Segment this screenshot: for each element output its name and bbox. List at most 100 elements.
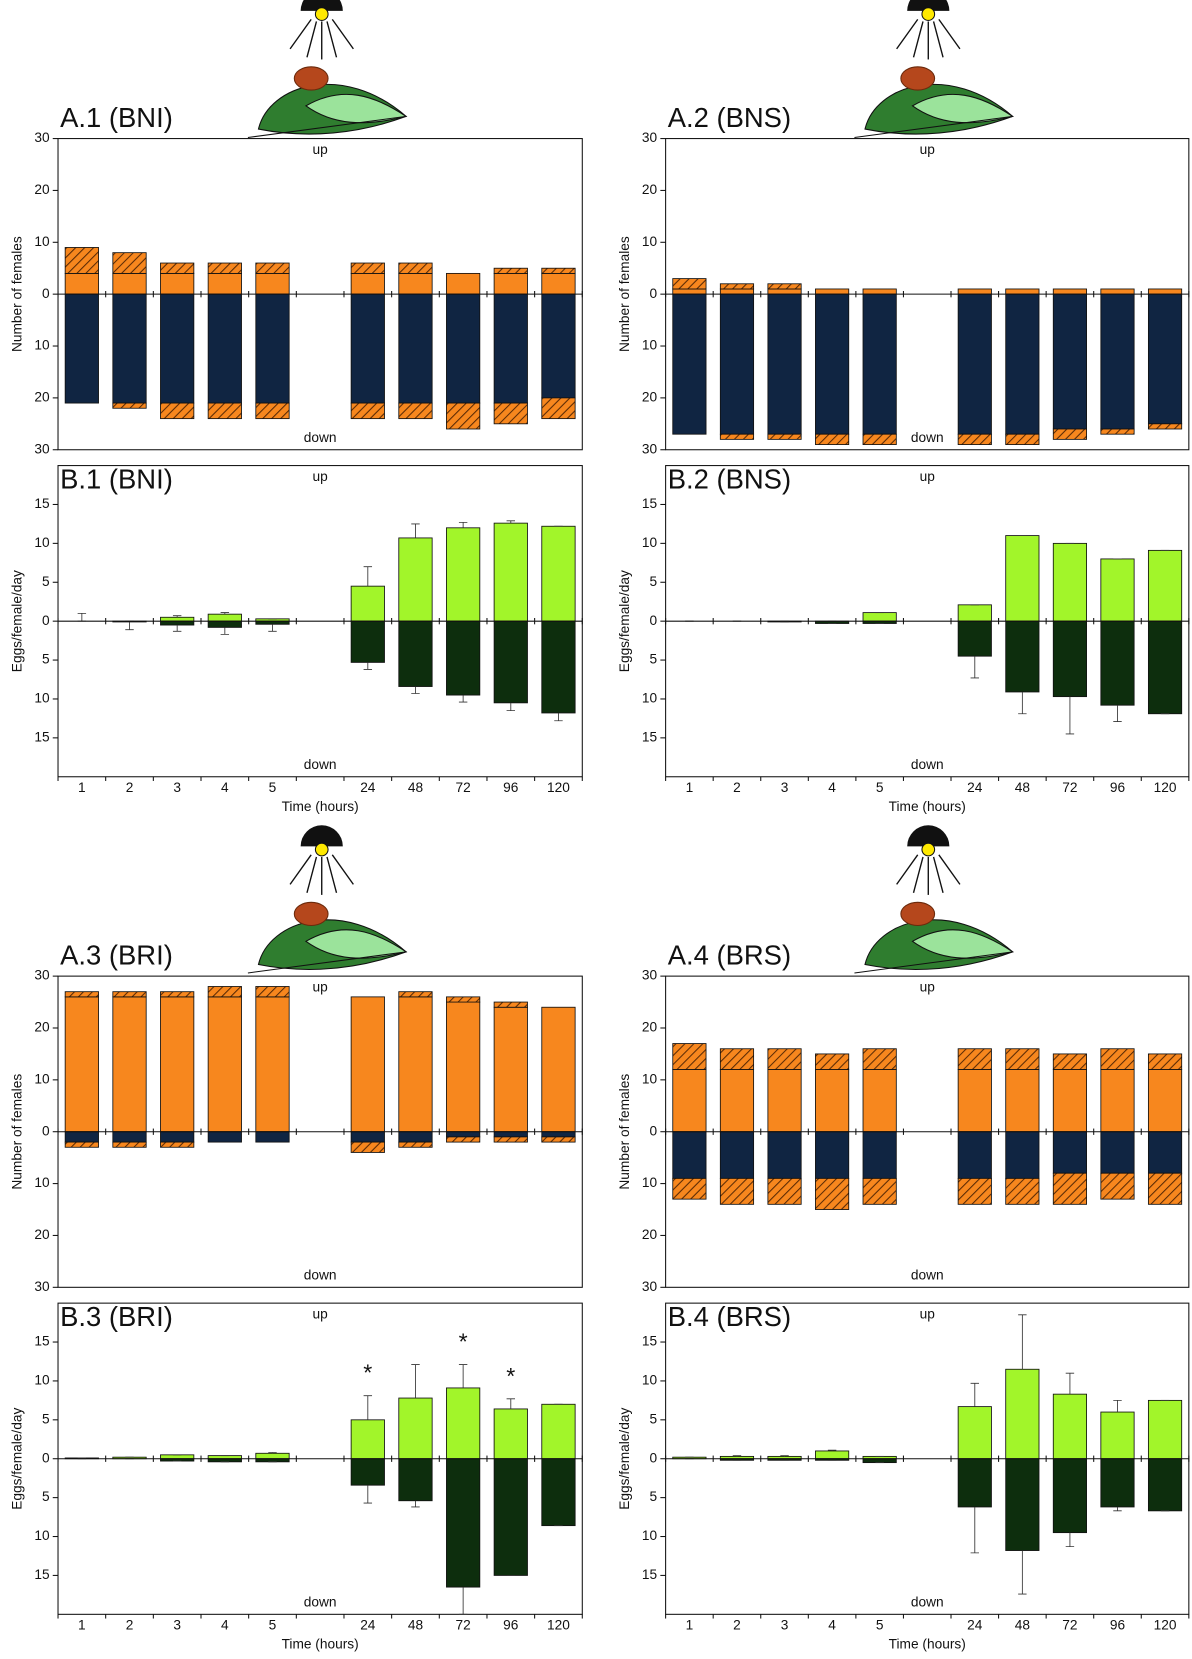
error-bar	[1065, 1372, 1075, 1395]
bar	[862, 1069, 897, 1133]
bar	[112, 1131, 147, 1143]
panel: B.3 (BRI) updownEggs/female/day1510505101…	[10, 1301, 583, 1652]
down-label: down	[304, 1594, 337, 1609]
bar	[350, 293, 385, 404]
error-bar	[506, 1398, 516, 1409]
bar	[767, 293, 802, 435]
y-tick-label: 20	[642, 1020, 658, 1035]
bar	[719, 288, 755, 295]
error-bar	[1113, 1506, 1122, 1512]
bar	[541, 1131, 576, 1138]
bar	[767, 288, 802, 295]
bar	[1005, 1048, 1040, 1070]
bar	[957, 1458, 992, 1508]
y-tick-label: 5	[42, 652, 50, 667]
bar	[767, 1131, 802, 1179]
bar	[112, 1141, 147, 1148]
bar	[1052, 1131, 1087, 1174]
bar	[957, 1048, 992, 1070]
y-tick-label: 0	[42, 1123, 50, 1138]
y-tick-label: 10	[34, 535, 50, 550]
x-tick-label: 24	[967, 1618, 983, 1633]
bar	[672, 288, 707, 295]
bar	[446, 1458, 481, 1588]
bar	[350, 620, 385, 663]
y-tick-label: 5	[42, 574, 50, 589]
bar	[446, 996, 481, 1003]
y-tick-label: 15	[34, 496, 50, 511]
x-tick-label: 3	[781, 1618, 789, 1633]
light-leaf-icon	[247, 0, 407, 139]
bar	[719, 1177, 755, 1205]
x-tick-label: 3	[781, 780, 789, 795]
error-bar	[77, 612, 87, 622]
y-tick-label: 15	[642, 729, 658, 744]
bar	[446, 620, 481, 696]
x-tick-label: 96	[503, 1618, 519, 1633]
bar	[767, 1177, 802, 1205]
y-tick-label: 20	[34, 182, 50, 197]
error-bar	[363, 1485, 373, 1504]
x-tick-label: 5	[269, 1618, 277, 1633]
up-label: up	[313, 1306, 329, 1321]
y-axis-label: Eggs/female/day	[617, 570, 632, 672]
error-bar	[411, 1364, 420, 1399]
bar	[1052, 620, 1087, 698]
bar	[160, 272, 195, 295]
bar	[1052, 288, 1087, 295]
bar	[541, 1006, 576, 1133]
error-bar	[220, 627, 230, 635]
significance-mark: *	[506, 1363, 515, 1389]
bar	[1100, 293, 1135, 430]
x-tick-label: 1	[78, 1618, 86, 1633]
bar	[493, 522, 528, 622]
bar	[1100, 620, 1135, 706]
error-bar	[363, 662, 373, 670]
bar	[64, 1131, 99, 1143]
light-leaf-icon	[853, 0, 1014, 139]
x-tick-label: 1	[686, 1618, 694, 1633]
bar	[862, 1458, 897, 1464]
panel-title: B.2 (BNS)	[668, 464, 791, 495]
y-axis-label: Number of females	[10, 236, 25, 352]
bar	[1147, 423, 1183, 430]
bar	[160, 620, 195, 626]
bar	[1100, 558, 1135, 622]
bar	[957, 1406, 992, 1460]
x-tick-label: 4	[828, 1618, 836, 1633]
x-axis-label: Time (hours)	[282, 1637, 359, 1652]
bar	[862, 288, 897, 295]
bar	[862, 433, 897, 445]
bar	[672, 1069, 707, 1133]
error-bar	[554, 712, 563, 722]
bar	[160, 1141, 195, 1148]
bar	[493, 1136, 528, 1143]
x-tick-label: 24	[360, 1618, 376, 1633]
bar	[112, 991, 147, 998]
bar	[207, 402, 242, 420]
x-tick-label: 120	[547, 780, 570, 795]
bar	[862, 612, 897, 622]
down-label: down	[304, 1267, 337, 1282]
bar	[350, 272, 385, 295]
error-bar	[220, 612, 230, 615]
error-bar	[363, 566, 373, 587]
bar	[767, 433, 802, 440]
panel: B.2 (BNS) updownEggs/female/day1510505101…	[617, 464, 1190, 814]
bar	[350, 1131, 385, 1143]
y-tick-label: 10	[642, 234, 658, 249]
y-tick-label: 15	[642, 1567, 658, 1582]
bar	[767, 1069, 802, 1133]
bar	[957, 620, 992, 657]
error-bar	[411, 523, 420, 538]
y-tick-label: 15	[34, 1567, 50, 1582]
x-tick-label: 72	[1062, 780, 1077, 795]
bar	[398, 262, 433, 274]
bar	[719, 1048, 755, 1070]
y-tick-label: 30	[34, 968, 50, 983]
bar	[160, 293, 195, 404]
bar	[1147, 620, 1183, 715]
bar	[207, 1131, 242, 1143]
y-tick-label: 20	[642, 1227, 658, 1242]
bar	[493, 1458, 528, 1576]
